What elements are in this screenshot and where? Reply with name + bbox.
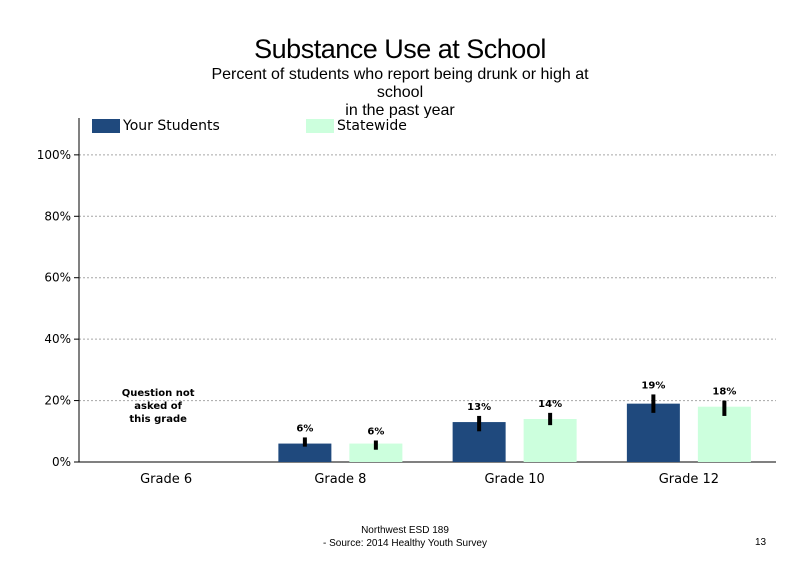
- y-tick-label: 0%: [52, 455, 71, 469]
- x-tick-label: Grade 8: [314, 472, 366, 487]
- bar: [278, 443, 332, 462]
- annotation-text: Question not: [122, 388, 195, 399]
- y-tick-label: 100%: [37, 148, 71, 162]
- legend-swatch-your-students: [92, 119, 120, 133]
- data-label: 13%: [467, 402, 491, 413]
- legend-swatch-statewide: [306, 119, 334, 133]
- chart-title: Substance Use at School: [254, 34, 546, 64]
- x-tick-label: Grade 6: [140, 472, 192, 487]
- legend-label-statewide: Statewide: [337, 118, 407, 134]
- annotation-text: asked of: [134, 401, 182, 412]
- subtitle-line: in the past year: [345, 102, 455, 118]
- data-label: 6%: [367, 427, 384, 438]
- data-label: 14%: [538, 399, 562, 410]
- bar: [349, 443, 403, 462]
- bar: [523, 419, 577, 462]
- y-tick-label: 80%: [44, 209, 71, 223]
- x-tick-label: Grade 10: [484, 472, 544, 487]
- chart-subtitle: Percent of students who report being dru…: [200, 66, 600, 118]
- bar: [626, 403, 680, 462]
- page-number: 13: [755, 537, 767, 548]
- subtitle-line: Percent of students who report being dru…: [211, 66, 589, 83]
- data-label: 6%: [296, 423, 313, 434]
- y-tick-label: 20%: [44, 394, 71, 408]
- footer-org: Northwest ESD 189: [361, 525, 449, 536]
- subtitle-line: school: [376, 84, 424, 101]
- y-tick-label: 60%: [44, 271, 71, 285]
- legend-label-your-students: Your Students: [123, 118, 220, 134]
- bar: [697, 406, 751, 462]
- x-tick-label: Grade 12: [659, 472, 719, 487]
- footer-source: - Source: 2014 Healthy Youth Survey: [323, 538, 487, 549]
- annotation-text: this grade: [129, 414, 187, 425]
- y-tick-label: 40%: [44, 332, 71, 346]
- data-label: 19%: [641, 380, 665, 391]
- data-label: 18%: [712, 387, 736, 398]
